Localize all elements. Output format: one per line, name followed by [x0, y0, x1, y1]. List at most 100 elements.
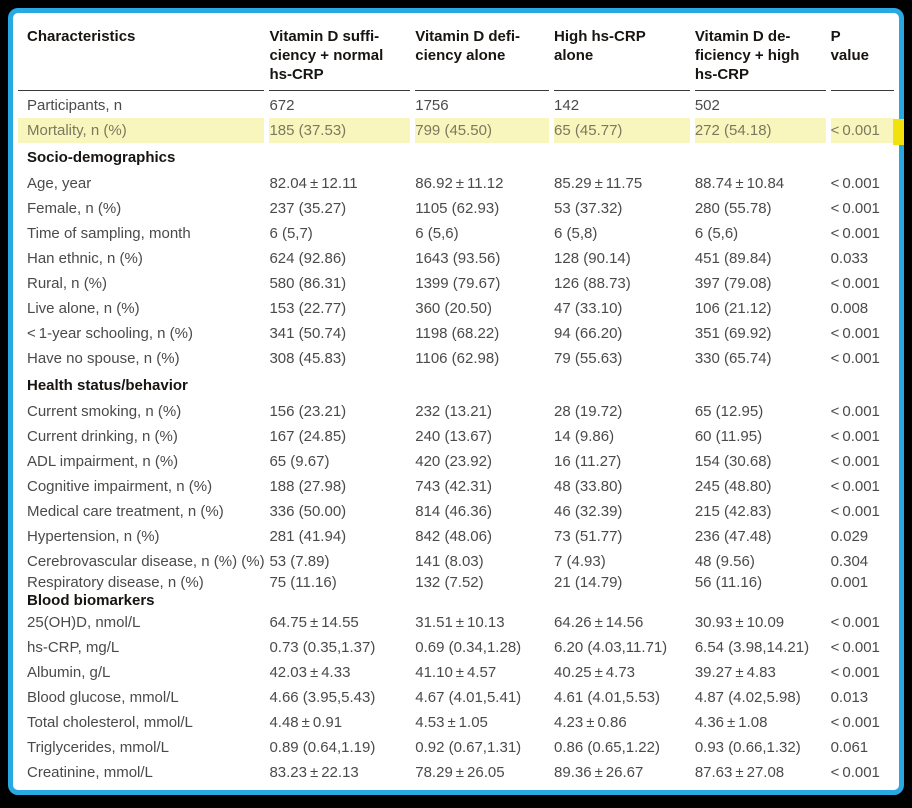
value-cell: 4.48 ± 0.91	[269, 714, 343, 731]
value-cell: 56 (11.16)	[694, 574, 763, 591]
p-value-cell: < 0.001	[830, 714, 880, 731]
value-cell: 47 (33.10)	[554, 300, 623, 317]
value-cell: 215 (42.83)	[694, 503, 772, 520]
p-value-cell: < 0.001	[830, 453, 880, 470]
value-cell: 60 (11.95)	[694, 428, 763, 445]
p-value-cell: < 0.001	[830, 350, 880, 367]
value-cell: 236 (47.48)	[694, 528, 772, 545]
row-label: Han ethnic, n (%)	[27, 250, 143, 267]
column-header: Characteristics	[18, 27, 265, 91]
value-cell: 624 (92.86)	[269, 250, 347, 267]
section-row: Health status/behavior	[18, 371, 894, 399]
table-row: Current smoking, n (%) 156 (23.21) 232 (13…	[18, 399, 894, 424]
value-cell: 7 (4.93)	[554, 553, 606, 570]
row-label: Medical care treatment, n (%)	[27, 503, 224, 520]
value-cell: 87.63 ± 27.08	[694, 764, 785, 781]
table-row: Medical care treatment, n (%) 336 (50.00)…	[18, 499, 894, 524]
value-cell: 65 (9.67)	[269, 453, 330, 470]
section-header: Socio-demographics	[27, 149, 176, 166]
table-row: Have no spouse, n (%) 308 (45.83) 1106 (62…	[18, 346, 894, 371]
value-cell: 16 (11.27)	[554, 453, 622, 470]
row-label: Time of sampling, month	[27, 225, 191, 242]
value-cell: 85.29 ± 11.75	[554, 175, 643, 192]
table-row: Hypertension, n (%) 281 (41.94) 842 (48.06…	[18, 524, 894, 549]
value-cell: 6 (5,6)	[694, 225, 739, 242]
value-cell: 94 (66.20)	[554, 325, 623, 342]
value-cell: 14 (9.86)	[554, 428, 615, 445]
value-cell: 0.89 (0.64,1.19)	[269, 739, 376, 756]
row-label: Have no spouse, n (%)	[27, 350, 180, 367]
table-row: Cerebrovascular disease, n (%) (%) 53 (7.…	[18, 549, 894, 574]
value-cell: 65 (12.95)	[694, 403, 764, 420]
row-label: < 1-year schooling, n (%)	[27, 325, 193, 342]
row-label: Rural, n (%)	[27, 275, 108, 292]
row-label: Current smoking, n (%)	[27, 403, 182, 420]
p-value-cell: 0.008	[830, 300, 869, 317]
value-cell: 167 (24.85)	[269, 428, 347, 445]
p-value-cell: < 0.001	[830, 764, 880, 781]
p-value-cell: < 0.001	[830, 118, 894, 143]
table-row: Rural, n (%) 580 (86.31) 1399 (79.67) 126 (…	[18, 271, 894, 296]
value-cell: 308 (45.83)	[269, 350, 347, 367]
row-label: Mortality, n (%)	[18, 118, 265, 143]
row-label: Cerebrovascular disease, n (%) (%)	[27, 553, 265, 570]
value-cell: 240 (13.67)	[415, 428, 492, 445]
value-cell: 0.92 (0.67,1.31)	[415, 739, 522, 756]
value-cell: 237 (35.27)	[269, 200, 347, 217]
table-row: Respiratory disease, n (%) 75 (11.16) 132 …	[18, 574, 894, 592]
column-header: Vitamin D defi- ciency alone	[415, 27, 550, 91]
column-header: High hs-CRP alone	[554, 27, 690, 91]
highlight-row: Mortality, n (%) 185 (37.53) 799 (45.50) 65…	[18, 118, 894, 143]
p-value-cell: < 0.001	[830, 639, 880, 656]
value-cell: 4.87 (4.02,5.98)	[694, 689, 801, 706]
row-label: Current drinking, n (%)	[27, 428, 178, 445]
value-cell: 0.86 (0.65,1.22)	[554, 739, 660, 756]
value-cell: 126 (88.73)	[554, 275, 631, 292]
value-cell: 53 (7.89)	[269, 553, 330, 570]
value-cell: 420 (23.92)	[415, 453, 492, 470]
value-cell: 1399 (79.67)	[415, 275, 501, 292]
value-cell: 1105 (62.93)	[415, 200, 500, 217]
value-cell: 106 (21.12)	[694, 300, 772, 317]
value-cell: 79 (55.63)	[554, 350, 623, 367]
value-cell: 82.04 ± 12.11	[269, 175, 358, 192]
p-value-cell: 0.013	[830, 689, 869, 706]
value-cell: 40.25 ± 4.73	[554, 664, 636, 681]
column-header: Vitamin D suffi- ciency + normal hs-CRP	[269, 27, 411, 91]
section-row: Blood biomarkers	[18, 592, 894, 610]
value-cell: 141 (8.03)	[415, 553, 484, 570]
value-cell: 672	[269, 97, 295, 114]
value-cell: 64.75 ± 14.55	[269, 614, 359, 631]
p-value-cell: < 0.001	[830, 503, 880, 520]
value-cell: 4.23 ± 0.86	[554, 714, 627, 731]
value-cell: 4.36 ± 1.08	[694, 714, 768, 731]
value-cell: 28 (19.72)	[554, 403, 623, 420]
value-cell: 41.10 ± 4.57	[415, 664, 497, 681]
value-cell: 53 (37.32)	[554, 200, 623, 217]
highlight-marker	[893, 119, 904, 145]
value-cell: 185 (37.53)	[269, 118, 411, 143]
value-cell: 232 (13.21)	[415, 403, 492, 420]
value-cell: 4.53 ± 1.05	[415, 714, 488, 731]
value-cell: 42.03 ± 4.33	[269, 664, 351, 681]
value-cell: 86.92 ± 11.12	[415, 175, 504, 192]
p-value-cell: < 0.001	[830, 478, 880, 495]
row-label: Creatinine, mmol/L	[27, 764, 153, 781]
value-cell: 75 (11.16)	[269, 574, 337, 591]
table-row: Age, year 82.04 ± 12.11 86.92 ± 11.12 85.29…	[18, 171, 894, 196]
table-row: Cognitive impairment, n (%) 188 (27.98) 74…	[18, 474, 894, 499]
value-cell: 4.67 (4.01,5.41)	[415, 689, 522, 706]
value-cell: 1198 (68.22)	[415, 325, 500, 342]
row-label: Blood glucose, mmol/L	[27, 689, 179, 706]
value-cell: 0.73 (0.35,1.37)	[269, 639, 376, 656]
value-cell: 842 (48.06)	[415, 528, 492, 545]
value-cell: 48 (9.56)	[694, 553, 755, 570]
section-row: Socio-demographics	[18, 143, 894, 171]
row-label: Age, year	[27, 175, 92, 192]
table-row: Time of sampling, month 6 (5,7) 6 (5,6) 6 (…	[18, 221, 894, 246]
value-cell: 6 (5,6)	[415, 225, 459, 242]
section-header: Blood biomarkers	[27, 592, 155, 609]
value-cell: 188 (27.98)	[269, 478, 347, 495]
value-cell: 272 (54.18)	[694, 118, 826, 143]
value-cell: 88.74 ± 10.84	[694, 175, 785, 192]
